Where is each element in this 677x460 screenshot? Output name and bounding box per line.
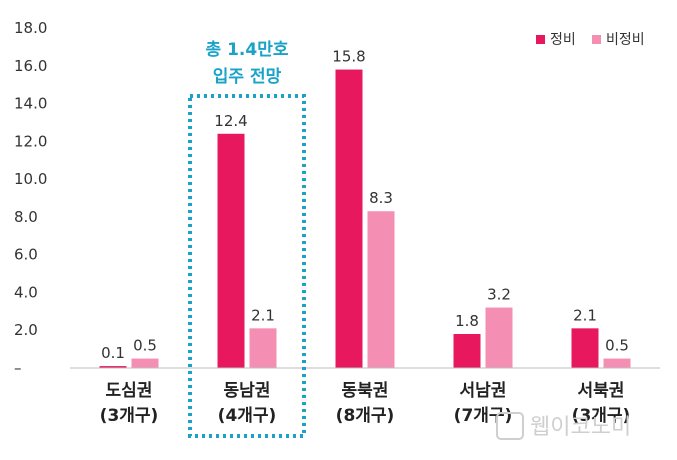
bar-bijeongbi	[249, 328, 277, 368]
bar-jeongbi	[453, 334, 481, 368]
bar-jeongbi	[217, 133, 245, 368]
x-category-label: 동북권	[342, 381, 389, 401]
y-tick-label: 4.0	[14, 283, 38, 301]
x-category-label: 서북권	[578, 381, 625, 401]
bar-jeongbi	[571, 328, 599, 368]
x-axis-categories: 도심권 (3개구) 동남권 (4개구) 동북권 (8개구) 서남권 (7개구) 서북권 (3개구)	[100, 381, 631, 426]
legend-label: 비정비	[606, 32, 645, 48]
y-tick-label: 14.0	[14, 95, 47, 113]
legend-label: 정비	[550, 32, 576, 48]
bar-jeongbi	[99, 366, 127, 368]
data-label: 2.1	[251, 306, 275, 324]
bar-bijeongbi	[131, 358, 159, 368]
data-label: 8.3	[369, 189, 393, 207]
data-label: 3.2	[487, 286, 511, 304]
legend-swatch	[592, 35, 601, 44]
data-label: 12.4	[214, 112, 247, 130]
bars	[99, 69, 631, 369]
legend-swatch	[536, 35, 545, 44]
y-tick-label: 8.0	[14, 208, 38, 226]
watermark: 웹이코노미	[496, 412, 631, 440]
data-labels: 0.1 0.5 12.4 2.1 15.8 8.3 1.8 3.2 2.1 0.5	[101, 48, 629, 363]
bar-bijeongbi	[367, 211, 395, 368]
data-label: 0.1	[101, 344, 125, 362]
x-category-sublabel: (3개구)	[100, 406, 159, 426]
x-category-sublabel: (4개구)	[218, 406, 277, 426]
y-tick-label: 2.0	[14, 321, 38, 339]
y-tick-label: 12.0	[14, 132, 47, 150]
x-category-label: 서남권	[460, 381, 507, 401]
bar-jeongbi	[335, 69, 363, 369]
y-tick-label: 16.0	[14, 57, 47, 75]
callout-text: 입주 전망	[213, 67, 282, 87]
data-label: 0.5	[133, 337, 157, 355]
x-category-sublabel: (8개구)	[336, 406, 395, 426]
x-category-sublabel: (3개구)	[572, 406, 631, 426]
data-label: 2.1	[573, 306, 597, 324]
x-category-sublabel: (7개구)	[454, 406, 513, 426]
y-axis-ticks: – 2.0 4.0 6.0 8.0 10.0 12.0 14.0 16.0 18.0	[14, 19, 47, 377]
y-tick-label: 10.0	[14, 170, 47, 188]
highlight-box	[188, 94, 306, 438]
y-tick-label: 18.0	[14, 19, 47, 37]
data-label: 15.8	[332, 48, 365, 66]
y-tick-label: 6.0	[14, 246, 38, 264]
data-label: 0.5	[605, 337, 629, 355]
x-category-label: 동남권	[224, 381, 271, 401]
x-category-label: 도심권	[106, 381, 153, 401]
legend: 정비 비정비	[536, 32, 645, 48]
y-tick-label: –	[14, 359, 22, 377]
bar-bijeongbi	[485, 307, 513, 368]
watermark-text: 웹이코노미	[530, 415, 631, 440]
callout-text: 총 1.4만호	[206, 40, 289, 60]
bar-bijeongbi	[603, 358, 631, 368]
watermark-logo-icon	[496, 412, 524, 440]
data-label: 1.8	[455, 312, 479, 330]
